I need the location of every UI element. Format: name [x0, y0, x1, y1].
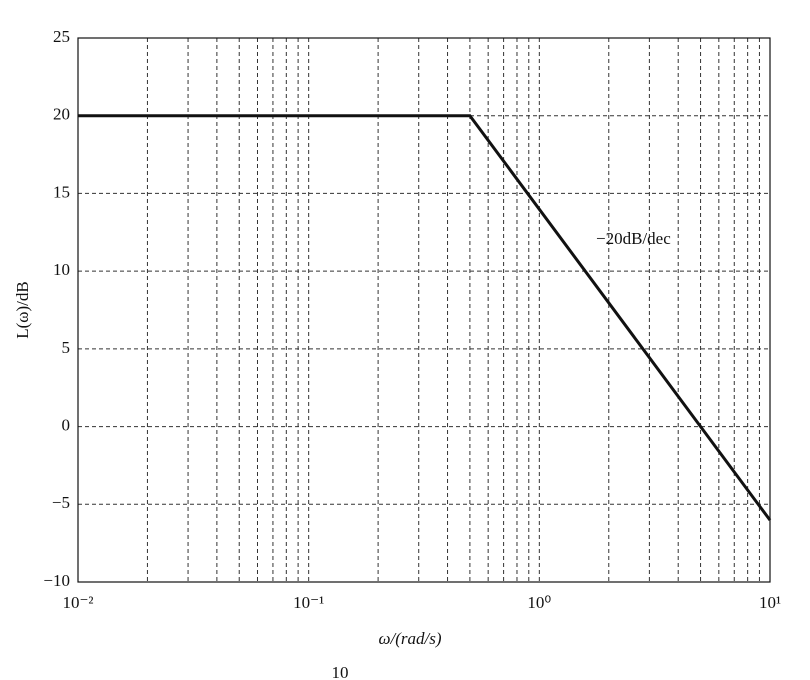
y-tick-label: 10	[53, 260, 70, 279]
x-tick-label: 10¹	[759, 593, 781, 612]
plot-frame	[77, 37, 771, 583]
annotation: −20dB/dec	[596, 229, 671, 248]
y-tick-label: 5	[62, 338, 71, 357]
caption-fragment: 10	[332, 663, 349, 680]
y-tick-label: −5	[52, 493, 70, 512]
x-axis-label: ω/(rad/s)	[378, 629, 441, 648]
y-tick-label: 20	[53, 105, 70, 124]
y-tick-label: 0	[62, 415, 71, 434]
y-tick-label: 25	[53, 27, 70, 46]
y-tick-label: −10	[43, 571, 70, 590]
x-tick-label: 10⁻¹	[293, 593, 324, 612]
line-series	[78, 114, 772, 522]
y-tick-label: 15	[53, 182, 70, 201]
x-tick-label: 10⁻²	[62, 593, 93, 612]
y-axis-label: L(ω)/dB	[13, 281, 32, 338]
x-tick-label: 10⁰	[527, 593, 551, 612]
